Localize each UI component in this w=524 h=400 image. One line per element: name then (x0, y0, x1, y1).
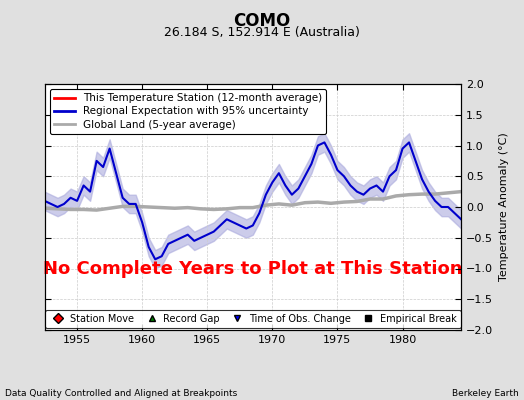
Text: Berkeley Earth: Berkeley Earth (452, 389, 519, 398)
Text: Data Quality Controlled and Aligned at Breakpoints: Data Quality Controlled and Aligned at B… (5, 389, 237, 398)
Y-axis label: Temperature Anomaly (°C): Temperature Anomaly (°C) (499, 133, 509, 281)
Text: 26.184 S, 152.914 E (Australia): 26.184 S, 152.914 E (Australia) (164, 26, 360, 39)
Text: No Complete Years to Plot at This Station: No Complete Years to Plot at This Statio… (43, 260, 463, 278)
Legend: Station Move, Record Gap, Time of Obs. Change, Empirical Break: Station Move, Record Gap, Time of Obs. C… (45, 310, 461, 328)
Text: COMO: COMO (233, 12, 291, 30)
